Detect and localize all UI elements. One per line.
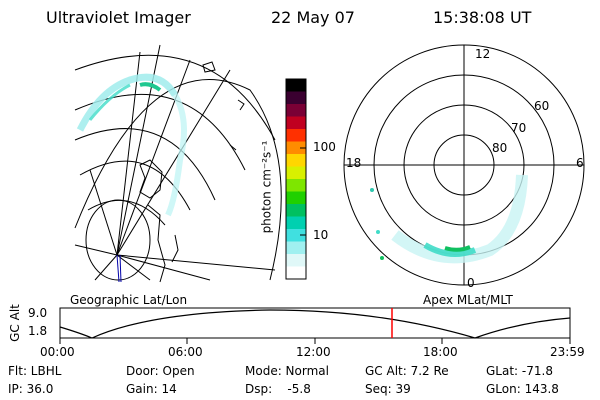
- colorbar-cell: [286, 91, 306, 105]
- polar-dial: [343, 44, 585, 286]
- colorbar-cell: [286, 154, 306, 167]
- info-gc-alt: GC Alt: 7.2 Re: [365, 364, 449, 378]
- altitude-timeline: [59, 307, 571, 344]
- colorbar-cell: [286, 166, 306, 180]
- lat-label-70: 70: [511, 121, 527, 135]
- info-glat: GLat: -71.8: [486, 364, 553, 378]
- lat-label-60: 60: [534, 99, 550, 113]
- mlt-label-6: 6: [576, 156, 584, 170]
- app-title: Ultraviolet Imager: [46, 8, 191, 27]
- colorbar-cell: [286, 191, 306, 205]
- colorbar-cell: [286, 179, 306, 192]
- lat-label-80: 80: [492, 141, 508, 155]
- mlt-label-0: 0: [467, 276, 475, 290]
- colorbar-cell: [286, 129, 306, 142]
- info-door: Door: Open: [126, 364, 195, 378]
- aurora-emission-left: [76, 73, 187, 217]
- timeline-x-tick-18: 18:00: [423, 345, 458, 359]
- colorbar-unit-label: photon cm⁻²s⁻¹: [259, 140, 274, 234]
- info-ip: IP: 36.0: [8, 382, 54, 396]
- info-seq: Seq: 39: [365, 382, 411, 396]
- colorbar-cell: [286, 229, 306, 242]
- time-label: 15:38:08 UT: [433, 8, 532, 27]
- left-panel-label: Geographic Lat/Lon: [70, 293, 188, 307]
- colorbar-cell: [286, 79, 306, 92]
- info-dsp: Dsp: -5.8: [245, 382, 311, 396]
- info-mode: Mode: Normal: [245, 364, 329, 378]
- timeline-y-tick-9: 9.0: [28, 306, 48, 320]
- colorbar-cell: [286, 204, 306, 217]
- timeline-x-tick-0: 00:00: [40, 345, 75, 359]
- timeline-y-tick-1.8: 1.8: [28, 324, 48, 338]
- colorbar-cell: [286, 216, 306, 230]
- timeline-x-tick-6: 06:00: [168, 345, 203, 359]
- colorbar-cell: [286, 254, 306, 267]
- timeline-x-tick-12: 12:00: [296, 345, 331, 359]
- info-gain: Gain: 14: [126, 382, 177, 396]
- colorbar-cell: [286, 104, 306, 117]
- colorbar-cell: [286, 266, 306, 280]
- mlt-label-12: 12: [475, 47, 491, 61]
- colorbar: [285, 78, 307, 280]
- info-glon: GLon: 143.8: [486, 382, 559, 396]
- colorbar-tick-10: 10: [313, 228, 329, 242]
- aurora-emission-right: [370, 174, 528, 264]
- colorbar-cell: [286, 116, 306, 130]
- timeline-y-label: GC Alt: [7, 304, 22, 342]
- mlt-label-18: 18: [346, 156, 362, 170]
- date-label: 22 May 07: [271, 8, 355, 27]
- colorbar-cell: [286, 141, 306, 155]
- info-filter: Flt: LBHL: [8, 364, 62, 378]
- right-panel-label: Apex MLat/MLT: [423, 293, 513, 307]
- colorbar-tick-100: 100: [313, 140, 336, 154]
- colorbar-cell: [286, 241, 306, 255]
- timeline-x-tick-end: 23:59: [550, 345, 585, 359]
